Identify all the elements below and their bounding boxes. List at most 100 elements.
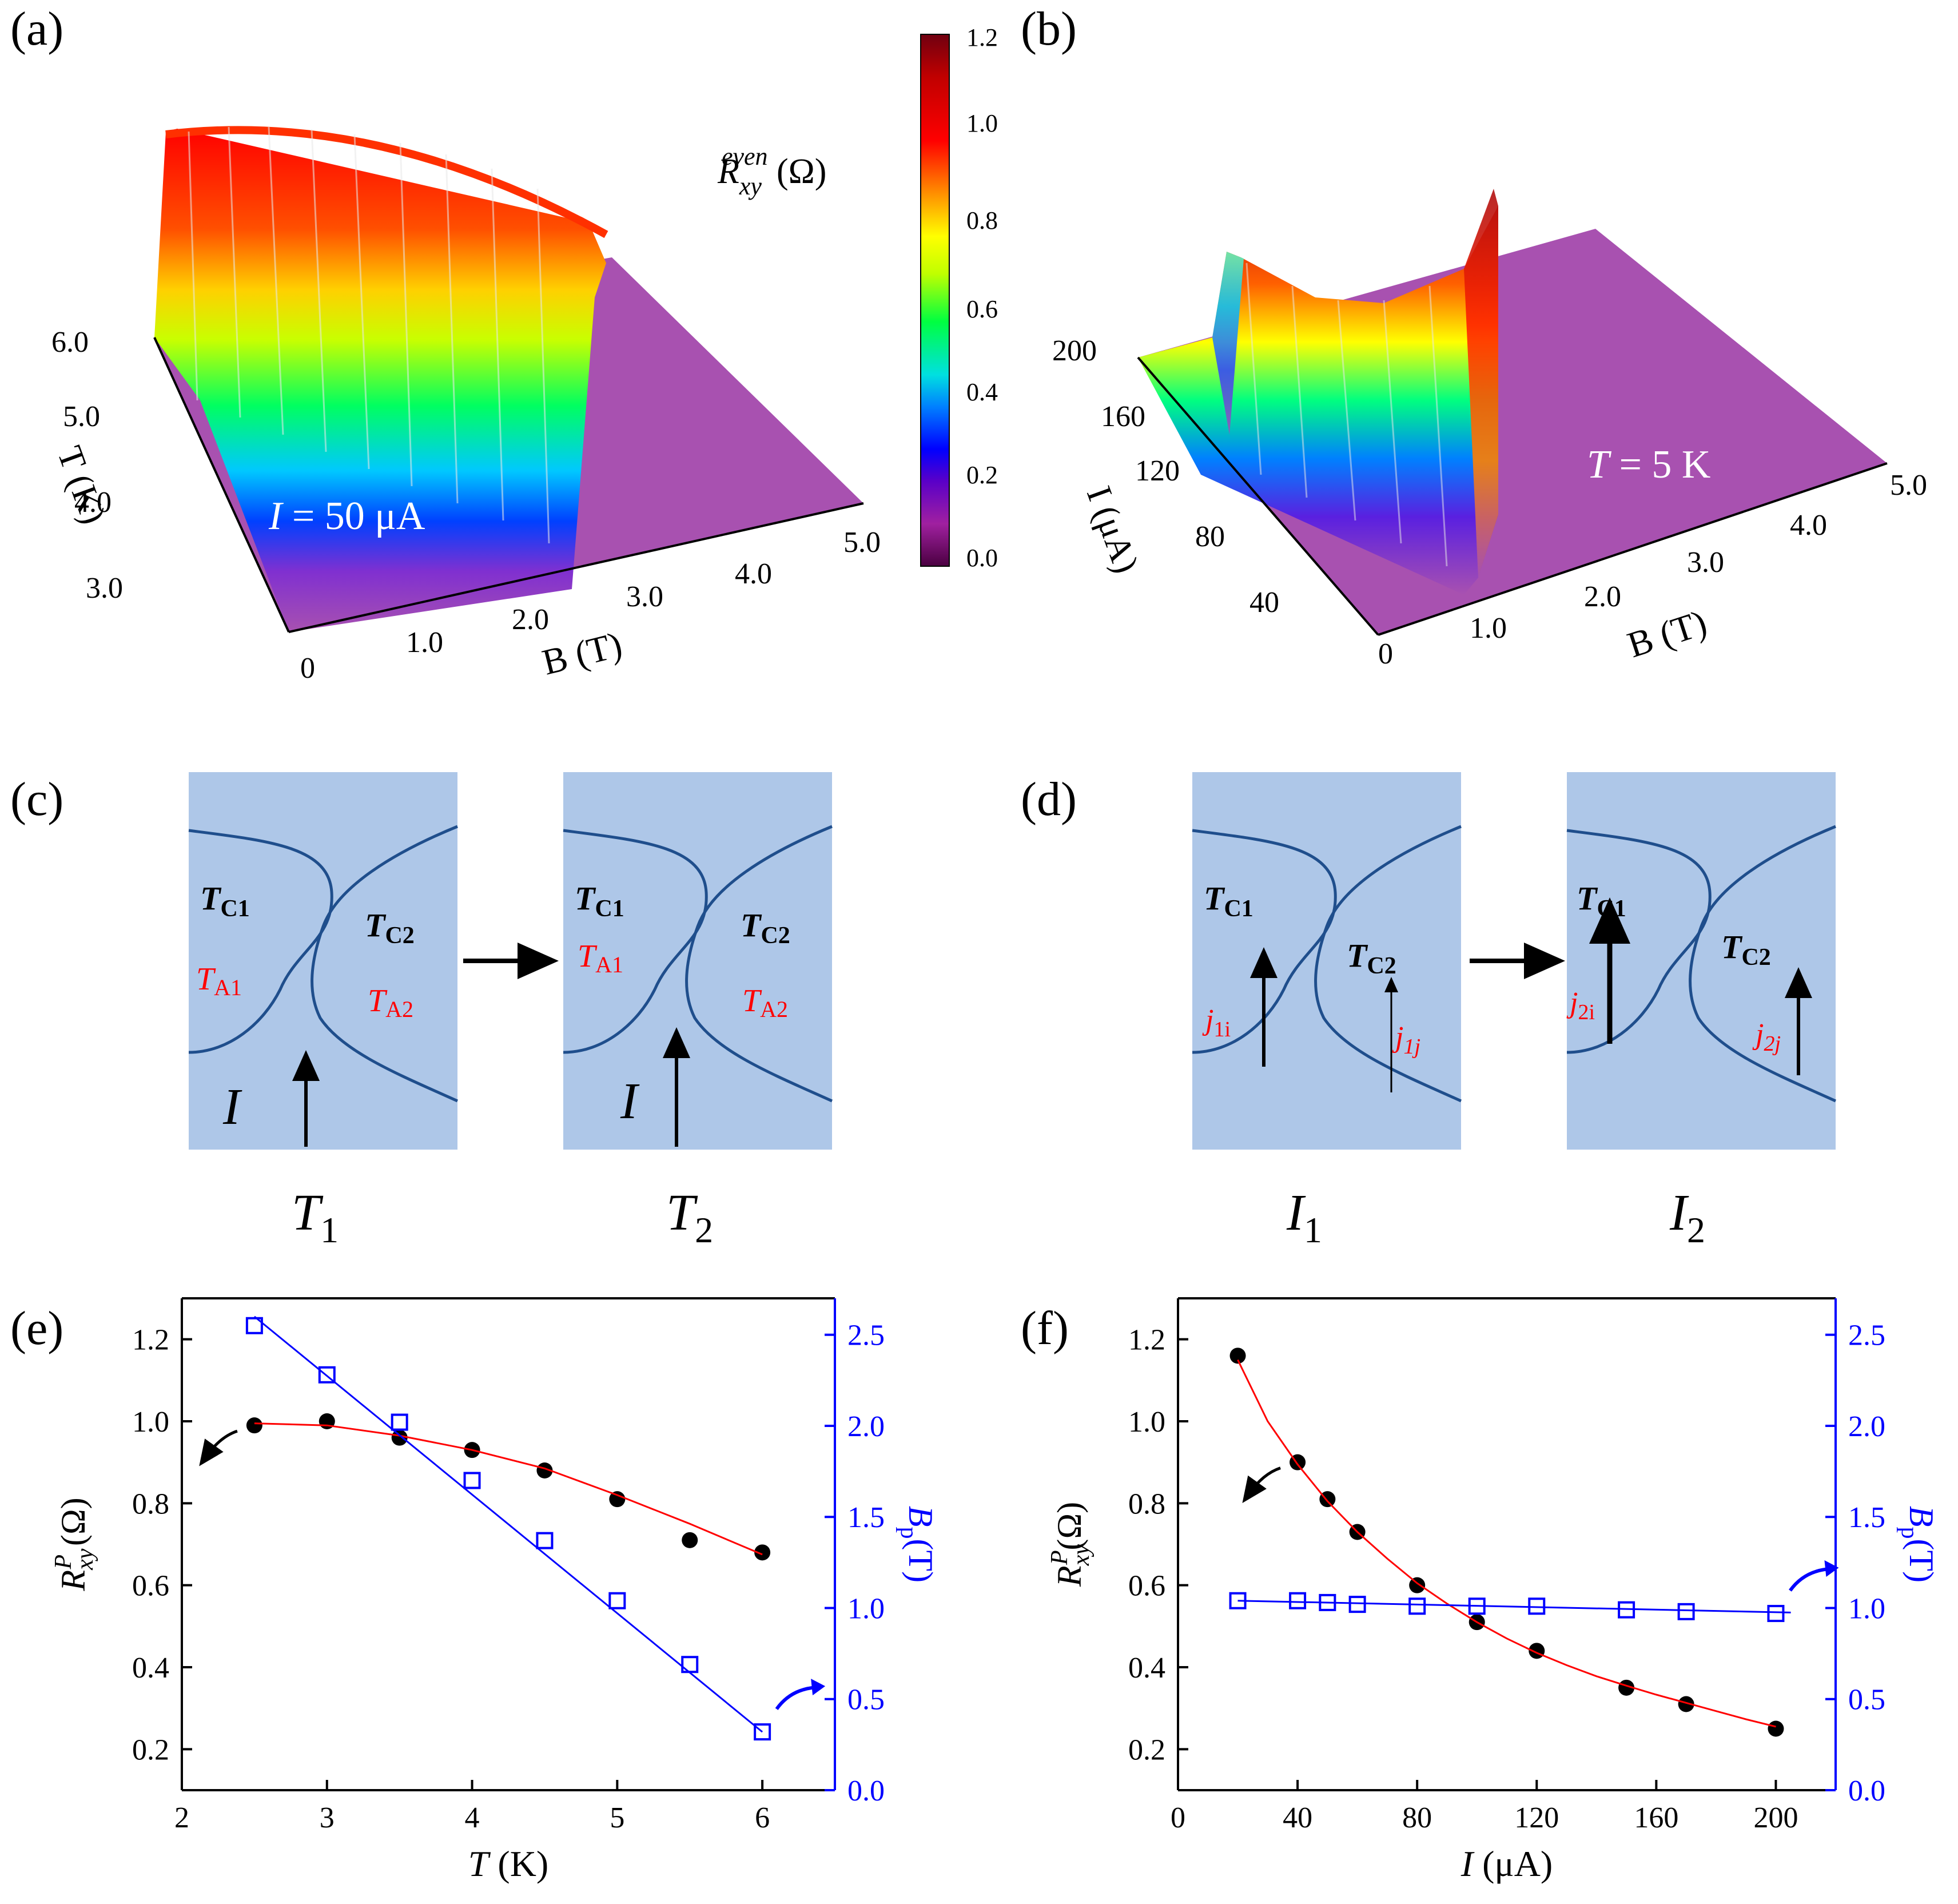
d-caption-left: I1 <box>1286 1184 1322 1250</box>
surface-a-B-ticks: 0 1.0 2.0 3.0 4.0 5.0 <box>300 526 881 685</box>
b-I-tick: 40 <box>1249 586 1279 619</box>
a-B-tick: 2.0 <box>512 603 549 636</box>
colorbar-tick: 0.0 <box>966 544 998 572</box>
fit-line <box>253 1315 763 1733</box>
surface-a-T-ticks: 3.0 4.0 5.0 6.0 <box>51 326 123 605</box>
colorbar-tick: 0.2 <box>966 461 998 489</box>
d-left-boundary-2 <box>1314 825 1462 1103</box>
colorbar-gradient <box>920 34 950 567</box>
panel-b: (b) 40 80 120 160 200 I (μA) 0 1.0 2.0 3… <box>1021 2 1927 670</box>
right-y-tick-label: 0.5 <box>1848 1684 1885 1716</box>
x-tick-label: 0 <box>1171 1802 1185 1834</box>
x-tick-label: 120 <box>1514 1802 1559 1834</box>
right-axis-hint-arrowhead <box>1824 1560 1839 1577</box>
a-B-axis-label: B (T) <box>538 624 626 683</box>
c-left-ta1: TA1 <box>196 961 242 1000</box>
left-y-tick-label: 1.2 <box>132 1324 169 1357</box>
left-y-tick-label: 1.0 <box>1128 1406 1165 1438</box>
b-temperature-annotation: T = 5 K <box>1587 443 1710 487</box>
data-point-square <box>536 1532 554 1549</box>
c-left-current-label: I <box>222 1079 242 1135</box>
x-tick-label: 4 <box>465 1802 480 1834</box>
chart-f: (f) 0 40 80 120 160 2000.20.40.60.81.01.20.00… <box>1021 1297 1940 1884</box>
surface-a-ridge-top <box>165 126 608 239</box>
right-y-tick-label: 1.0 <box>1848 1592 1885 1625</box>
b-B-tick: 4.0 <box>1790 509 1827 542</box>
chart-e: (e) 2 3 4 5 60.20.40.60.81.01.20.00.51.01.52… <box>10 1297 940 1884</box>
d-right-j2: j2j <box>1752 1018 1781 1056</box>
left-y-tick-label: 0.4 <box>1128 1652 1165 1684</box>
c-right-tc2: TC2 <box>741 907 790 949</box>
b-I-tick: 120 <box>1135 455 1180 487</box>
d-left-tc1: TC1 <box>1204 880 1253 922</box>
surface-b-ridge-left <box>1212 252 1244 435</box>
c-left-box: TC1 TC2 TA1 TA2 I <box>188 772 459 1150</box>
x-tick-label: 2 <box>174 1802 189 1834</box>
data-point-circle <box>1229 1347 1246 1364</box>
panel-a: (a) 3.0 4.0 5.0 6.0 T (K) 0 1.0 2.0 3.0 … <box>10 2 881 685</box>
c-right-ta2: TA2 <box>742 983 788 1022</box>
colorbar-tick: 0.6 <box>966 295 998 323</box>
x-tick-label: 3 <box>320 1802 335 1834</box>
a-T-tick: 6.0 <box>51 326 89 359</box>
data-point-circle <box>536 1462 553 1478</box>
right-y-tick-label: 1.5 <box>847 1501 885 1534</box>
d-left-tc2: TC2 <box>1347 937 1396 979</box>
right-y-axis-label: Bp(T) <box>1896 1506 1940 1583</box>
d-left-j1: j1i <box>1202 1004 1231 1042</box>
b-I-tick: 80 <box>1195 520 1225 553</box>
panel-c-label: (c) <box>10 773 63 826</box>
x-tick-label: 5 <box>610 1802 624 1834</box>
right-y-tick-label: 2.5 <box>847 1319 885 1352</box>
data-point-square <box>463 1472 481 1489</box>
left-axis-hint-arrow <box>199 1429 238 1466</box>
panel-b-label: (b) <box>1021 2 1077 55</box>
panel-d-label: (d) <box>1021 773 1077 826</box>
data-point-circle <box>1409 1577 1426 1593</box>
b-B-tick: 1.0 <box>1470 612 1507 645</box>
panel-e-label: (e) <box>10 1302 63 1355</box>
data-point-square <box>1677 1603 1695 1620</box>
d-right-boundary-2 <box>1689 825 1837 1103</box>
data-point-circle <box>682 1532 698 1548</box>
c-right-boundary-2 <box>685 825 833 1103</box>
right-y-tick-label: 1.0 <box>847 1592 885 1625</box>
left-y-tick-label: 0.8 <box>132 1488 169 1520</box>
b-B-axis-label: B (T) <box>1622 602 1711 665</box>
c-right-tc1: TC1 <box>575 880 624 922</box>
panel-a-label: (a) <box>10 2 63 55</box>
right-axis-hint-arrow <box>775 1686 817 1710</box>
data-point-square <box>1408 1597 1426 1615</box>
panel-d: (d) TC1 TC2 j1i j1j TC1 TC2 j2i j2j I1 I… <box>1021 772 1837 1250</box>
chart-f-marks: 0 40 80 120 160 200 0.2 0.4 0.6 0.8 1.0 1.2 0.0 0.5 1.… <box>1046 1297 1940 1884</box>
right-y-tick-label: 1.5 <box>1848 1501 1885 1534</box>
b-B-tick: 2.0 <box>1584 581 1621 613</box>
left-y-tick-label: 1.0 <box>132 1406 169 1438</box>
surface-b-ridge-right <box>1464 189 1498 578</box>
x-axis-label: I (μA) <box>1460 1843 1553 1884</box>
x-tick-label: 6 <box>755 1802 770 1834</box>
d-left-j2: j1j <box>1392 1021 1420 1059</box>
right-y-axis-label: Bp(T) <box>896 1506 940 1583</box>
right-y-tick-label: 2.0 <box>1848 1410 1885 1443</box>
d-right-tc2: TC2 <box>1721 928 1771 971</box>
fit-line <box>254 1422 763 1556</box>
d-right-box: TC1 TC2 j2i j2j <box>1566 772 1837 1150</box>
colorbar-tick: 0.4 <box>966 378 998 406</box>
x-axis-label: T (K) <box>468 1843 548 1884</box>
c-left-boundary-2 <box>311 825 459 1103</box>
b-I-axis-label: I (μA) <box>1079 482 1146 578</box>
d-right-j1: j2i <box>1566 987 1595 1024</box>
a-T-axis-label: T (K) <box>50 442 113 529</box>
data-point-circle <box>1768 1720 1784 1737</box>
x-tick-label: 200 <box>1753 1802 1798 1834</box>
d-left-box: TC1 TC2 j1i j1j <box>1192 772 1462 1150</box>
right-axis-hint-arrowhead <box>811 1679 826 1696</box>
left-y-tick-label: 1.2 <box>1128 1324 1165 1357</box>
left-y-tick-label: 0.6 <box>1128 1570 1165 1603</box>
c-caption-right: T2 <box>666 1184 713 1250</box>
data-point-square <box>1348 1596 1366 1613</box>
x-tick-label: 160 <box>1634 1802 1678 1834</box>
left-y-tick-label: 0.6 <box>132 1570 169 1603</box>
